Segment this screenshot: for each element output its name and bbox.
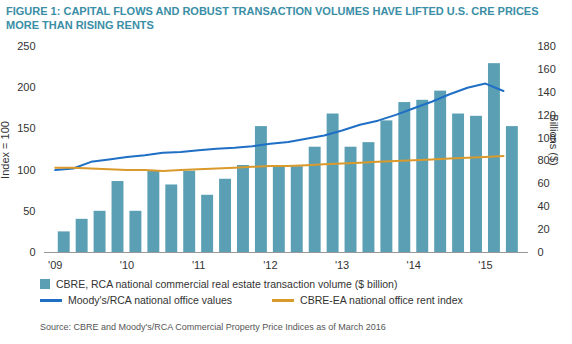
svg-text:'15: '15 [478, 259, 492, 271]
svg-text:140: 140 [538, 86, 556, 98]
svg-text:0: 0 [538, 246, 544, 258]
svg-text:180: 180 [538, 40, 556, 52]
svg-text:60: 60 [538, 177, 550, 189]
svg-text:'13: '13 [335, 259, 349, 271]
svg-text:150: 150 [17, 122, 35, 134]
svg-text:'10: '10 [120, 259, 134, 271]
svg-text:200: 200 [17, 81, 35, 93]
svg-text:'12: '12 [263, 259, 277, 271]
svg-text:50: 50 [23, 205, 35, 217]
svg-text:'09: '09 [48, 259, 62, 271]
svg-text:'14: '14 [407, 259, 421, 271]
svg-text:250: 250 [17, 40, 35, 52]
svg-text:20: 20 [538, 223, 550, 235]
svg-text:40: 40 [538, 200, 550, 212]
svg-text:0: 0 [29, 246, 35, 258]
svg-text:100: 100 [17, 164, 35, 176]
svg-text:'11: '11 [192, 259, 206, 271]
svg-text:160: 160 [538, 63, 556, 75]
